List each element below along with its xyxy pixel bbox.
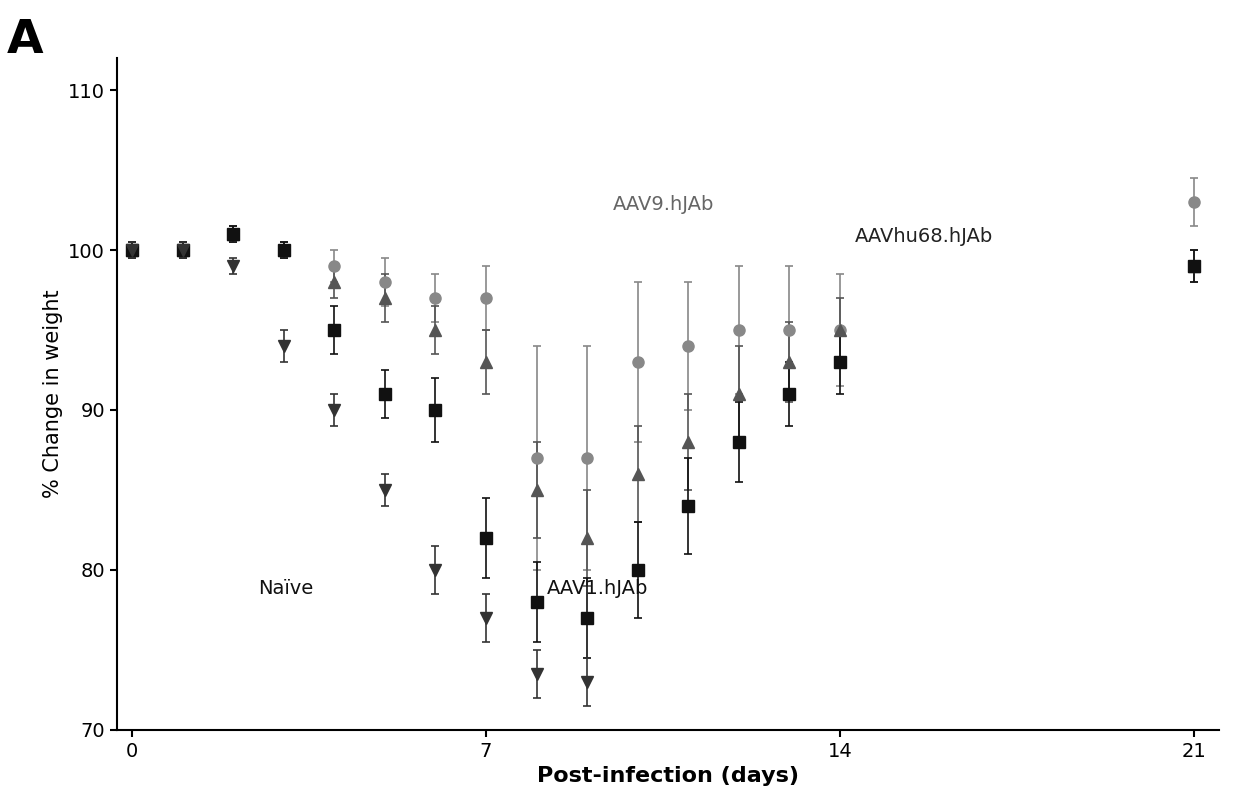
Text: Naïve: Naïve <box>258 579 314 598</box>
Text: AAVhu68.hJAb: AAVhu68.hJAb <box>856 227 993 246</box>
Y-axis label: % Change in weight: % Change in weight <box>42 290 62 498</box>
Text: AAV1.hJAb: AAV1.hJAb <box>547 579 649 598</box>
X-axis label: Post-infection (days): Post-infection (days) <box>537 766 799 786</box>
Text: AAV9.hJAb: AAV9.hJAb <box>613 195 714 214</box>
Text: A: A <box>6 18 43 63</box>
